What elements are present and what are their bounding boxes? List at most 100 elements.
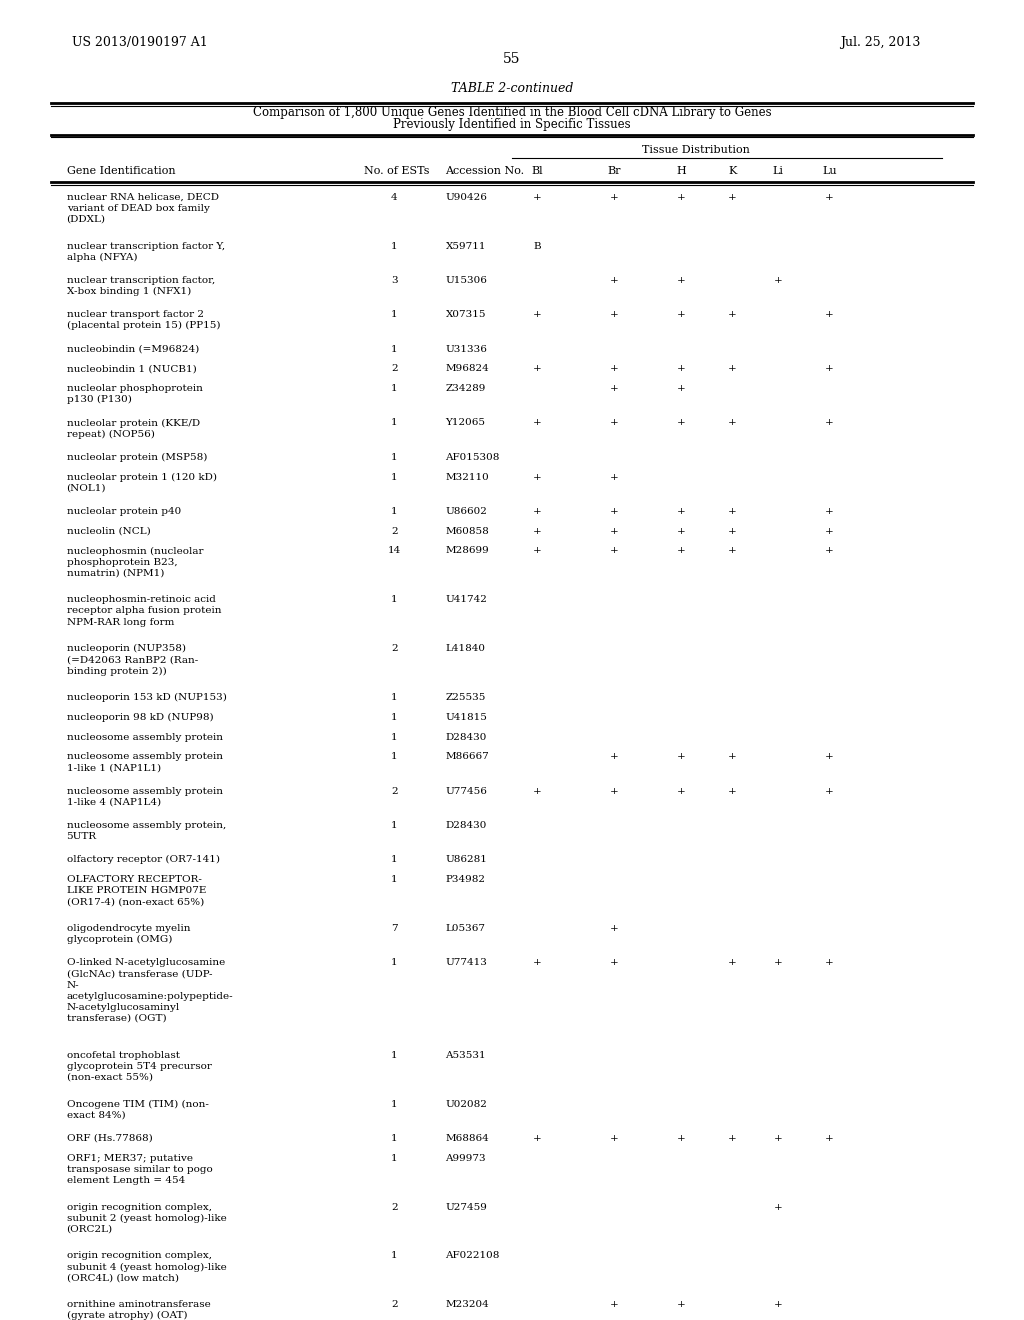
Text: +: + <box>774 958 782 968</box>
Text: +: + <box>825 546 834 556</box>
Text: +: + <box>677 787 685 796</box>
Text: +: + <box>534 473 542 482</box>
Text: +: + <box>677 752 685 762</box>
Text: K: K <box>728 166 736 177</box>
Text: +: + <box>610 1134 618 1143</box>
Text: ORF1; MER37; putative
transposase similar to pogo
element Length = 454: ORF1; MER37; putative transposase simila… <box>67 1154 212 1185</box>
Text: U41815: U41815 <box>445 713 487 722</box>
Text: +: + <box>610 546 618 556</box>
Text: +: + <box>825 787 834 796</box>
Text: +: + <box>677 193 685 202</box>
Text: nucleosome assembly protein: nucleosome assembly protein <box>67 733 222 742</box>
Text: +: + <box>610 384 618 393</box>
Text: nuclear RNA helicase, DECD
variant of DEAD box family
(DDXL): nuclear RNA helicase, DECD variant of DE… <box>67 193 218 224</box>
Text: nucleolar phosphoprotein
p130 (P130): nucleolar phosphoprotein p130 (P130) <box>67 384 203 404</box>
Text: +: + <box>534 418 542 428</box>
Text: 1: 1 <box>391 595 397 605</box>
Text: nucleoporin 153 kD (NUP153): nucleoporin 153 kD (NUP153) <box>67 693 226 702</box>
Text: U86602: U86602 <box>445 507 487 516</box>
Text: Z25535: Z25535 <box>445 693 485 702</box>
Text: P34982: P34982 <box>445 875 485 884</box>
Text: 1: 1 <box>391 1051 397 1060</box>
Text: 3: 3 <box>391 276 397 285</box>
Text: M86667: M86667 <box>445 752 489 762</box>
Text: +: + <box>825 310 834 319</box>
Text: Br: Br <box>607 166 622 177</box>
Text: Comparison of 1,800 Unique Genes Identified in the Blood Cell cDNA Library to Ge: Comparison of 1,800 Unique Genes Identif… <box>253 106 771 119</box>
Text: +: + <box>677 1300 685 1309</box>
Text: nuclear transport factor 2
(placental protein 15) (PP15): nuclear transport factor 2 (placental pr… <box>67 310 220 330</box>
Text: M23204: M23204 <box>445 1300 489 1309</box>
Text: A53531: A53531 <box>445 1051 486 1060</box>
Text: X59711: X59711 <box>445 242 486 251</box>
Text: olfactory receptor (OR7-141): olfactory receptor (OR7-141) <box>67 855 219 865</box>
Text: +: + <box>728 1134 736 1143</box>
Text: +: + <box>610 310 618 319</box>
Text: +: + <box>677 384 685 393</box>
Text: nucleobindin (=M96824): nucleobindin (=M96824) <box>67 345 199 354</box>
Text: nucleophosmin (nucleolar
phosphoprotein B23,
numatrin) (NPM1): nucleophosmin (nucleolar phosphoprotein … <box>67 546 203 578</box>
Text: U27459: U27459 <box>445 1203 487 1212</box>
Text: U31336: U31336 <box>445 345 487 354</box>
Text: A99973: A99973 <box>445 1154 486 1163</box>
Text: Lu: Lu <box>822 166 837 177</box>
Text: 1: 1 <box>391 733 397 742</box>
Text: 1: 1 <box>391 875 397 884</box>
Text: nucleolar protein (MSP58): nucleolar protein (MSP58) <box>67 453 207 462</box>
Text: +: + <box>677 276 685 285</box>
Text: +: + <box>728 958 736 968</box>
Text: Jul. 25, 2013: Jul. 25, 2013 <box>840 36 920 49</box>
Text: 1: 1 <box>391 384 397 393</box>
Text: B: B <box>534 242 542 251</box>
Text: +: + <box>534 193 542 202</box>
Text: +: + <box>825 364 834 374</box>
Text: +: + <box>610 276 618 285</box>
Text: 7: 7 <box>391 924 397 933</box>
Text: L05367: L05367 <box>445 924 485 933</box>
Text: +: + <box>610 193 618 202</box>
Text: +: + <box>677 507 685 516</box>
Text: +: + <box>534 1134 542 1143</box>
Text: 1: 1 <box>391 821 397 830</box>
Text: +: + <box>728 787 736 796</box>
Text: AF015308: AF015308 <box>445 453 500 462</box>
Text: 1: 1 <box>391 1134 397 1143</box>
Text: 1: 1 <box>391 473 397 482</box>
Text: M28699: M28699 <box>445 546 489 556</box>
Text: H: H <box>676 166 686 177</box>
Text: M60858: M60858 <box>445 527 489 536</box>
Text: U15306: U15306 <box>445 276 487 285</box>
Text: +: + <box>534 507 542 516</box>
Text: nucleoporin 98 kD (NUP98): nucleoporin 98 kD (NUP98) <box>67 713 213 722</box>
Text: 14: 14 <box>388 546 400 556</box>
Text: +: + <box>610 958 618 968</box>
Text: No. of ESTs: No. of ESTs <box>364 166 429 177</box>
Text: +: + <box>728 193 736 202</box>
Text: ornithine aminotransferase
(gyrate atrophy) (OAT): ornithine aminotransferase (gyrate atrop… <box>67 1300 210 1320</box>
Text: 1: 1 <box>391 855 397 865</box>
Text: nucleophosmin-retinoic acid
receptor alpha fusion protein
NPM-RAR long form: nucleophosmin-retinoic acid receptor alp… <box>67 595 221 627</box>
Text: nucleobindin 1 (NUCB1): nucleobindin 1 (NUCB1) <box>67 364 197 374</box>
Text: 2: 2 <box>391 1203 397 1212</box>
Text: +: + <box>610 364 618 374</box>
Text: Oncogene TIM (TIM) (non-
exact 84%): Oncogene TIM (TIM) (non- exact 84%) <box>67 1100 209 1119</box>
Text: 1: 1 <box>391 1154 397 1163</box>
Text: +: + <box>610 507 618 516</box>
Text: +: + <box>774 276 782 285</box>
Text: 1: 1 <box>391 453 397 462</box>
Text: +: + <box>774 1134 782 1143</box>
Text: nucleolar protein (KKE/D
repeat) (NOP56): nucleolar protein (KKE/D repeat) (NOP56) <box>67 418 200 438</box>
Text: Accession No.: Accession No. <box>445 166 524 177</box>
Text: +: + <box>610 527 618 536</box>
Text: 1: 1 <box>391 345 397 354</box>
Text: 2: 2 <box>391 527 397 536</box>
Text: U02082: U02082 <box>445 1100 487 1109</box>
Text: U90426: U90426 <box>445 193 487 202</box>
Text: +: + <box>610 473 618 482</box>
Text: +: + <box>534 527 542 536</box>
Text: Gene Identification: Gene Identification <box>67 166 175 177</box>
Text: Z34289: Z34289 <box>445 384 485 393</box>
Text: nuclear transcription factor,
X-box binding 1 (NFX1): nuclear transcription factor, X-box bind… <box>67 276 215 296</box>
Text: Previously Identified in Specific Tissues: Previously Identified in Specific Tissue… <box>393 117 631 131</box>
Text: +: + <box>610 787 618 796</box>
